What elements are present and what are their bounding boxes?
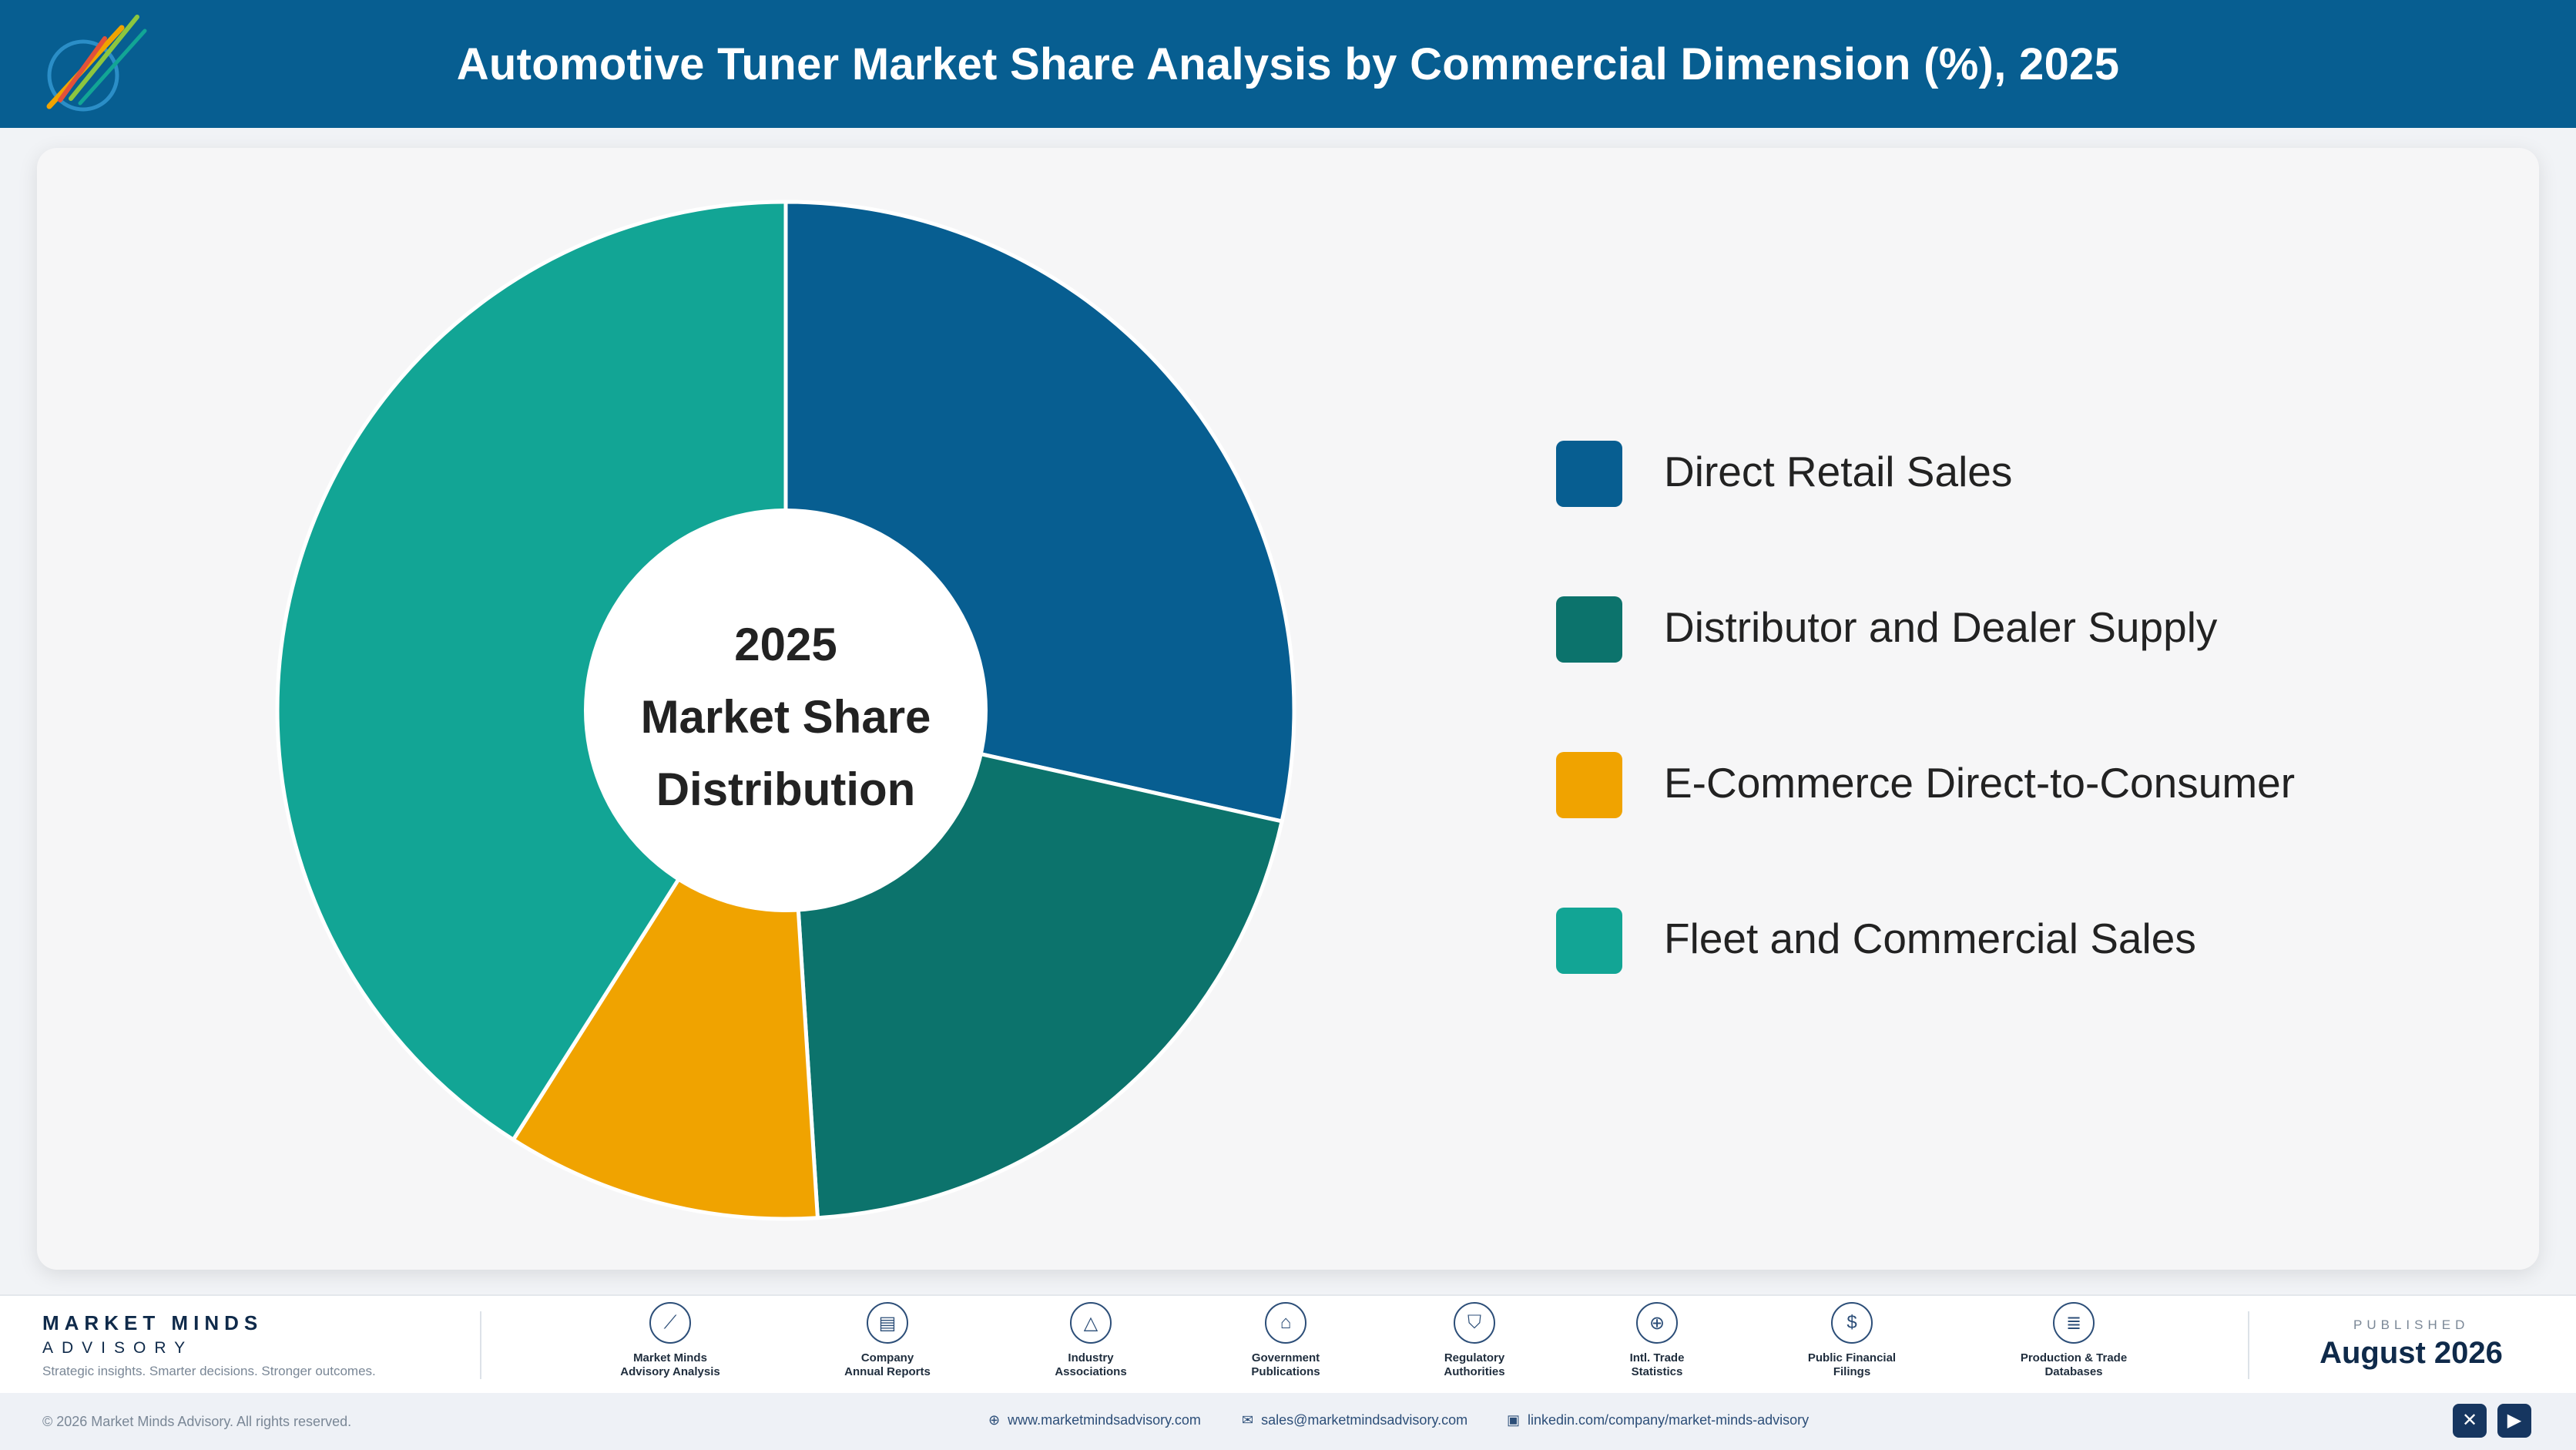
company-logo xyxy=(46,15,147,112)
email-text[interactable]: sales@marketmindsadvisory.com xyxy=(1261,1412,1468,1428)
header-bar: Automotive Tuner Market Share Analysis b… xyxy=(0,0,2576,128)
source-label: Company Annual Reports xyxy=(844,1351,931,1378)
center-label-line-1: 2025 xyxy=(734,619,837,670)
x-social-icon[interactable]: ✕ xyxy=(2453,1404,2487,1438)
source-item: ▤ Company Annual Reports xyxy=(818,1302,957,1379)
page-title: Automotive Tuner Market Share Analysis b… xyxy=(456,39,2120,89)
legend-item-distributor-dealer: Distributor and Dealer Supply xyxy=(1556,596,2403,664)
legend-item-direct-retail: Direct Retail Sales xyxy=(1556,441,2403,509)
document-icon: ▤ xyxy=(867,1302,908,1344)
center-label-line-2: Market Share xyxy=(640,691,931,743)
globe-icon: ⊕ xyxy=(1636,1302,1678,1344)
brand-name: MARKET MINDS xyxy=(42,1311,263,1334)
source-item: △ Industry Associations xyxy=(1021,1302,1160,1379)
source-label: Intl. Trade Statistics xyxy=(1629,1351,1685,1378)
source-item: ⟋ Market Minds Advisory Analysis xyxy=(601,1302,740,1379)
legend-label: Direct Retail Sales xyxy=(1664,448,2013,495)
legend-swatch xyxy=(1556,908,1622,974)
website-link[interactable]: ⊕ www.marketmindsadvisory.com xyxy=(988,1412,1201,1428)
source-item: ⌂ Government Publications xyxy=(1216,1302,1355,1379)
center-label-line-3: Distribution xyxy=(656,764,916,815)
globe-icon: ⊕ xyxy=(988,1412,1001,1428)
website-text[interactable]: www.marketmindsadvisory.com xyxy=(1008,1412,1201,1428)
legend-swatch xyxy=(1556,596,1622,663)
slice-fleet-commercial xyxy=(275,200,788,1143)
source-label: Public Financial Filings xyxy=(1807,1351,1897,1378)
youtube-icon[interactable]: ▶ xyxy=(2497,1404,2531,1438)
legend-label: Distributor and Dealer Supply xyxy=(1664,603,2218,651)
brand-subtitle: ADVISORY xyxy=(42,1339,194,1357)
footer-divider xyxy=(2248,1311,2249,1379)
source-label: Regulatory Authorities xyxy=(1444,1351,1505,1378)
footer-divider xyxy=(480,1311,481,1379)
email-link[interactable]: ✉ sales@marketmindsadvisory.com xyxy=(1242,1412,1467,1428)
linkedin-icon: ▣ xyxy=(1507,1412,1521,1428)
mail-icon: ✉ xyxy=(1242,1412,1254,1428)
bottom-bar: © 2026 Market Minds Advisory. All rights… xyxy=(0,1393,2576,1450)
legend-item-ecommerce: E-Commerce Direct-to-Consumer xyxy=(1556,752,2403,820)
legend-item-fleet-commercial: Fleet and Commercial Sales xyxy=(1556,908,2403,975)
published-label: PUBLISHED xyxy=(2353,1317,2470,1332)
brand-tagline: Strategic insights. Smarter decisions. S… xyxy=(42,1364,376,1378)
database-icon: ≣ xyxy=(2053,1302,2095,1344)
source-label: Government Publications xyxy=(1251,1351,1320,1378)
legend-swatch xyxy=(1556,441,1622,507)
legend-swatch xyxy=(1556,752,1622,818)
shield-icon: ⛉ xyxy=(1454,1302,1495,1344)
source-item: ⊕ Intl. Trade Statistics xyxy=(1588,1302,1726,1379)
legend-label: Fleet and Commercial Sales xyxy=(1664,915,2196,962)
published-date: August 2026 xyxy=(2319,1336,2503,1370)
copyright-text: © 2026 Market Minds Advisory. All rights… xyxy=(42,1414,352,1429)
source-label: Production & Trade Databases xyxy=(2020,1351,2128,1378)
network-icon: △ xyxy=(1070,1302,1112,1344)
linkedin-link[interactable]: ▣ linkedin.com/company/market-minds-advis… xyxy=(1507,1412,1809,1428)
footer: MARKET MINDS ADVISORY Strategic insights… xyxy=(0,1294,2576,1393)
donut-center-label: 2025 Market Share Distribution xyxy=(585,609,986,826)
source-item: ≣ Production & Trade Databases xyxy=(2004,1302,2143,1379)
source-label: Market Minds Advisory Analysis xyxy=(620,1351,720,1378)
legend-label: E-Commerce Direct-to-Consumer xyxy=(1664,759,2296,807)
government-building-icon: ⌂ xyxy=(1265,1302,1306,1344)
source-label: Industry Associations xyxy=(1055,1351,1127,1378)
source-item: $ Public Financial Filings xyxy=(1783,1302,1921,1379)
linkedin-text[interactable]: linkedin.com/company/market-minds-adviso… xyxy=(1528,1412,1810,1428)
source-item: ⛉ Regulatory Authorities xyxy=(1405,1302,1544,1379)
dollar-icon: $ xyxy=(1831,1302,1873,1344)
donut-hole xyxy=(584,509,988,912)
trend-chart-icon: ⟋ xyxy=(649,1302,691,1344)
